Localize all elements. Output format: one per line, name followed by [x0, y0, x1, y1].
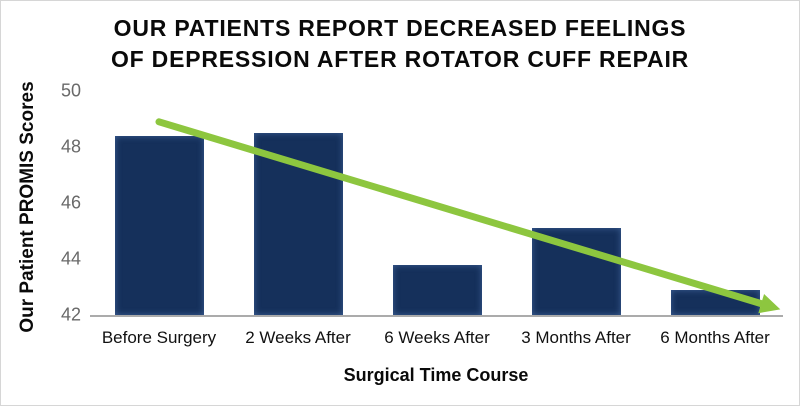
x-category-label: 3 Months After: [521, 328, 631, 347]
chart-title-line1: OUR PATIENTS REPORT DECREASED FEELINGS: [113, 15, 687, 41]
bar-4: [531, 228, 621, 315]
bar-3: [392, 264, 482, 315]
bar-5: [670, 289, 760, 315]
y-tick-label: 48: [60, 136, 81, 157]
x-axis-line: [90, 315, 783, 317]
x-category-label: 6 Weeks After: [384, 328, 490, 347]
x-category-label: 2 Weeks After: [245, 328, 351, 347]
y-tick-label: 46: [60, 192, 81, 213]
bar-1: [114, 135, 204, 315]
y-tick-label: 44: [60, 248, 81, 269]
x-axis-title: Surgical Time Course: [343, 365, 529, 385]
bar-2: [253, 133, 343, 315]
y-tick-label: 50: [60, 80, 81, 101]
chart-title: OUR PATIENTS REPORT DECREASED FEELINGS O…: [1, 13, 799, 75]
y-tick-label: 42: [60, 304, 81, 325]
chart-title-line2: OF DEPRESSION AFTER ROTATOR CUFF REPAIR: [110, 46, 690, 72]
x-category-label: 6 Months After: [660, 328, 770, 347]
x-category-label: Before Surgery: [101, 328, 217, 347]
